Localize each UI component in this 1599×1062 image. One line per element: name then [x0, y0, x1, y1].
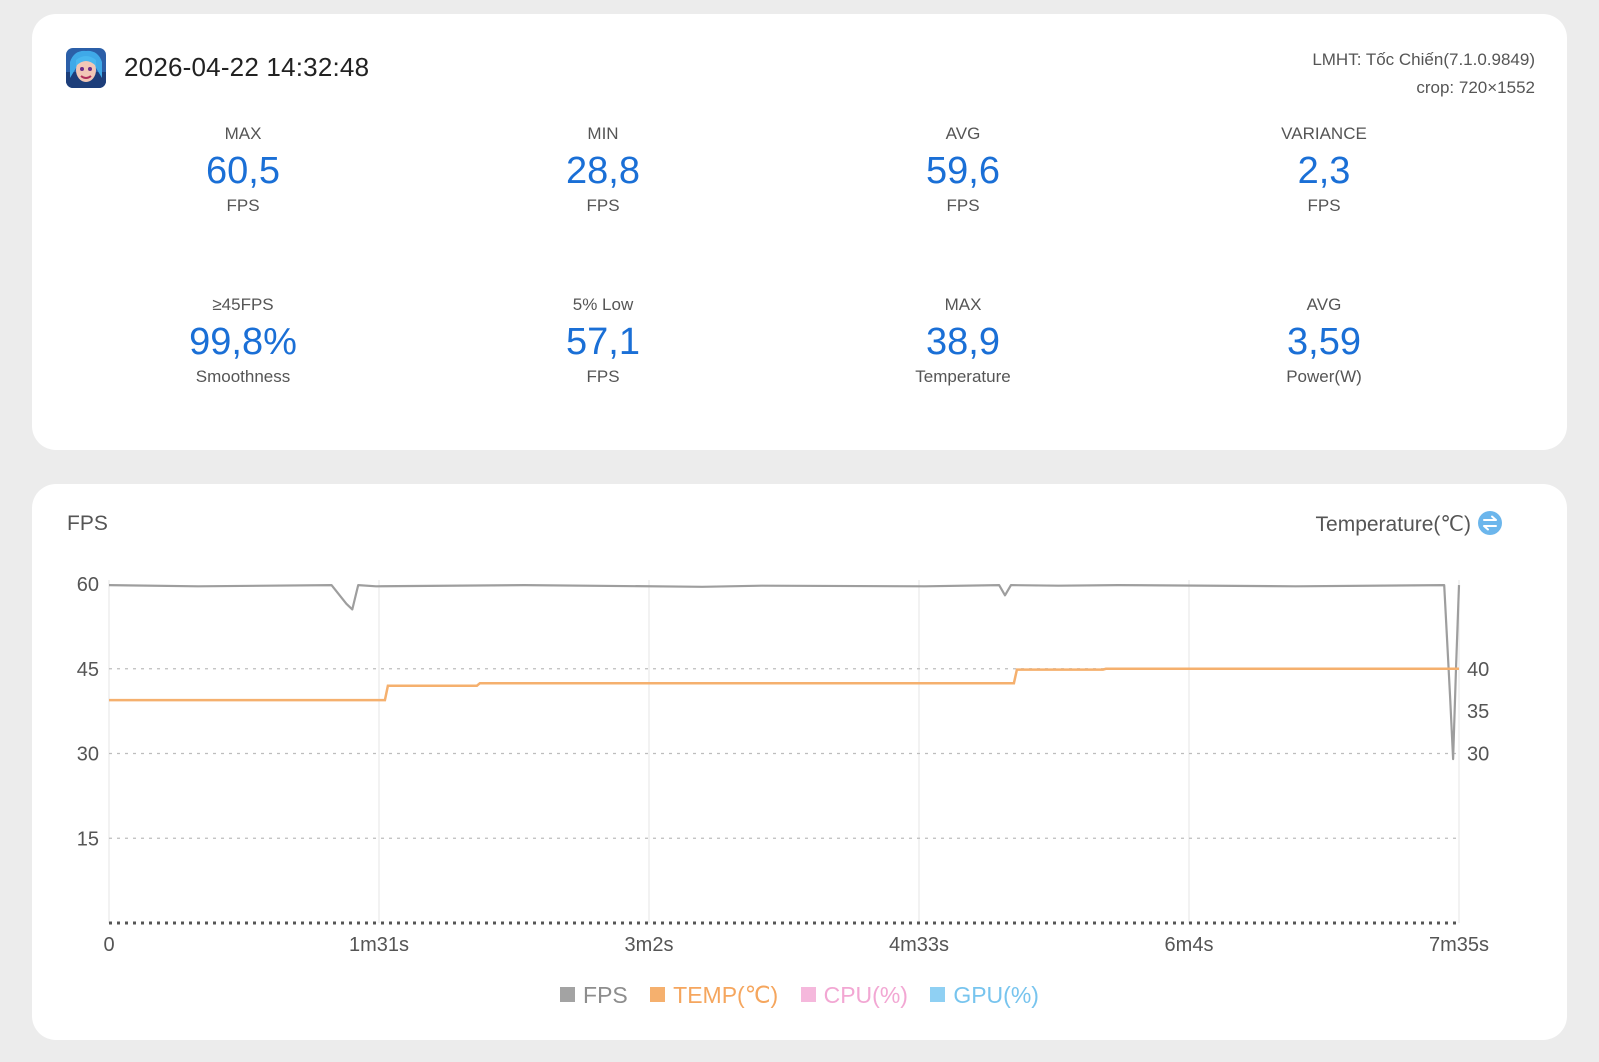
stat-label: AVG: [1306, 295, 1342, 314]
legend-label: GPU(%): [953, 982, 1039, 1008]
x-tick-label: 4m33s: [889, 934, 949, 956]
stat-unit: FPS: [586, 367, 620, 386]
legend-item-fps[interactable]: FPS: [560, 982, 628, 1009]
stat-unit: FPS: [226, 196, 260, 215]
stat-label: MIN: [587, 124, 619, 143]
legend-swatch-cpu: [800, 987, 816, 1003]
chart-card: FPS Temperature(℃) 0 1m31s 3m2s 4m33s 6m4s 7m…: [32, 484, 1567, 1040]
stat-unit: Temperature: [915, 367, 1011, 386]
app-name-version: LMHT: Tốc Chiến(7.1.0.9849): [1312, 50, 1535, 69]
legend-swatch-temp: [650, 987, 666, 1003]
crop-resolution: crop: 720×1552: [1416, 78, 1535, 97]
y-right-tick-label: 40: [1467, 659, 1489, 681]
x-tick-label: 6m4s: [1165, 934, 1214, 956]
stat-label: MAX: [224, 124, 262, 143]
stat-label: AVG: [945, 124, 981, 143]
legend-label: FPS: [583, 982, 628, 1008]
y-left-tick-label: 30: [77, 744, 99, 766]
stat-value: 57,1: [566, 321, 640, 363]
stat-value: 99,8%: [189, 321, 297, 363]
summary-card: 2026-04-22 14:32:48 LMHT: Tốc Chiến(7.1.…: [32, 14, 1567, 450]
legend-item-temp[interactable]: TEMP(℃): [650, 982, 778, 1009]
legend-swatch-fps: [560, 987, 576, 1003]
stat-value: 60,5: [206, 150, 280, 192]
stat-label: VARIANCE: [1281, 124, 1367, 143]
y-left-tick-label: 15: [77, 828, 99, 850]
stat-max-fps: MAX 60,5 FPS: [93, 124, 393, 216]
legend-swatch-gpu: [930, 987, 946, 1003]
legend-item-gpu[interactable]: GPU(%): [930, 982, 1039, 1009]
stat-label: MAX: [944, 295, 982, 314]
legend-label: CPU(%): [823, 982, 908, 1008]
x-tick-label: 3m2s: [625, 934, 674, 956]
stat-label: ≥45FPS: [212, 295, 274, 314]
stat-value: 38,9: [926, 321, 1000, 363]
left-axis-title: FPS: [67, 512, 108, 535]
stat-value: 3,59: [1287, 321, 1361, 363]
y-left-tick-label: 45: [77, 659, 99, 681]
right-axis-title: Temperature(℃): [1315, 513, 1471, 536]
stat-value: 59,6: [926, 150, 1000, 192]
y-right-tick-label: 30: [1467, 744, 1489, 766]
stat-variance: VARIANCE 2,3 FPS: [1174, 124, 1474, 216]
chart-legend: FPS TEMP(℃) CPU(%) GPU(%): [32, 982, 1567, 1009]
x-tick-label: 1m31s: [349, 934, 409, 956]
fps-series-line: [108, 584, 1461, 761]
fps-temperature-chart: 0 1m31s 3m2s 4m33s 6m4s 7m35s 60 45 30 15 40 35 30: [77, 574, 1490, 956]
temp-series-line: [109, 667, 1459, 702]
x-tick-label: 7m35s: [1429, 934, 1489, 956]
session-timestamp: 2026-04-22 14:32:48: [124, 52, 370, 82]
stat-unit: Power(W): [1286, 367, 1362, 386]
legend-item-cpu[interactable]: CPU(%): [800, 982, 908, 1009]
stat-unit: FPS: [586, 196, 620, 215]
stat-5pct-low: 5% Low 57,1 FPS: [453, 295, 753, 387]
stat-unit: FPS: [1307, 196, 1341, 215]
axis-toggle-icon[interactable]: [1478, 511, 1502, 535]
y-left-tick-label: 60: [77, 574, 99, 596]
stat-avg-power: AVG 3,59 Power(W): [1174, 295, 1474, 387]
stat-max-temperature: MAX 38,9 Temperature: [813, 295, 1113, 387]
game-character-icon: [66, 48, 106, 88]
stat-smoothness: ≥45FPS 99,8% Smoothness: [93, 295, 393, 387]
stat-label: 5% Low: [572, 295, 634, 314]
stat-unit: Smoothness: [195, 367, 291, 386]
stat-value: 28,8: [566, 150, 640, 192]
stat-unit: FPS: [946, 196, 980, 215]
stat-value: 2,3: [1297, 150, 1351, 192]
y-right-tick-label: 35: [1467, 701, 1489, 723]
x-tick-label: 0: [103, 934, 114, 956]
stat-avg-fps: AVG 59,6 FPS: [813, 124, 1113, 216]
stat-min-fps: MIN 28,8 FPS: [453, 124, 753, 216]
legend-label: TEMP(℃): [673, 982, 779, 1008]
